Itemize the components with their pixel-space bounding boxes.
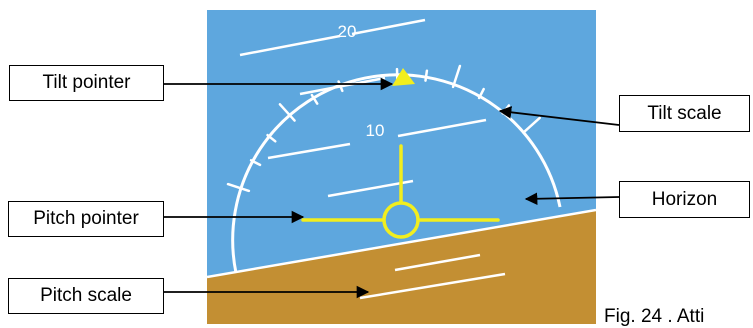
horizon-label: Horizon: [619, 181, 750, 218]
attitude-display: 20 10: [207, 10, 596, 324]
tilt-tick: [426, 71, 427, 81]
figure-caption: Fig. 24 . Atti: [604, 306, 704, 328]
tilt-pointer-label: Tilt pointer: [9, 65, 164, 101]
pitch-label-10: 10: [366, 121, 385, 140]
tilt-scale-label: Tilt scale: [619, 95, 750, 132]
pitch-label-20: 20: [338, 22, 357, 41]
pitch-pointer-label: Pitch pointer: [8, 201, 164, 237]
pitch-scale-label: Pitch scale: [8, 278, 164, 314]
